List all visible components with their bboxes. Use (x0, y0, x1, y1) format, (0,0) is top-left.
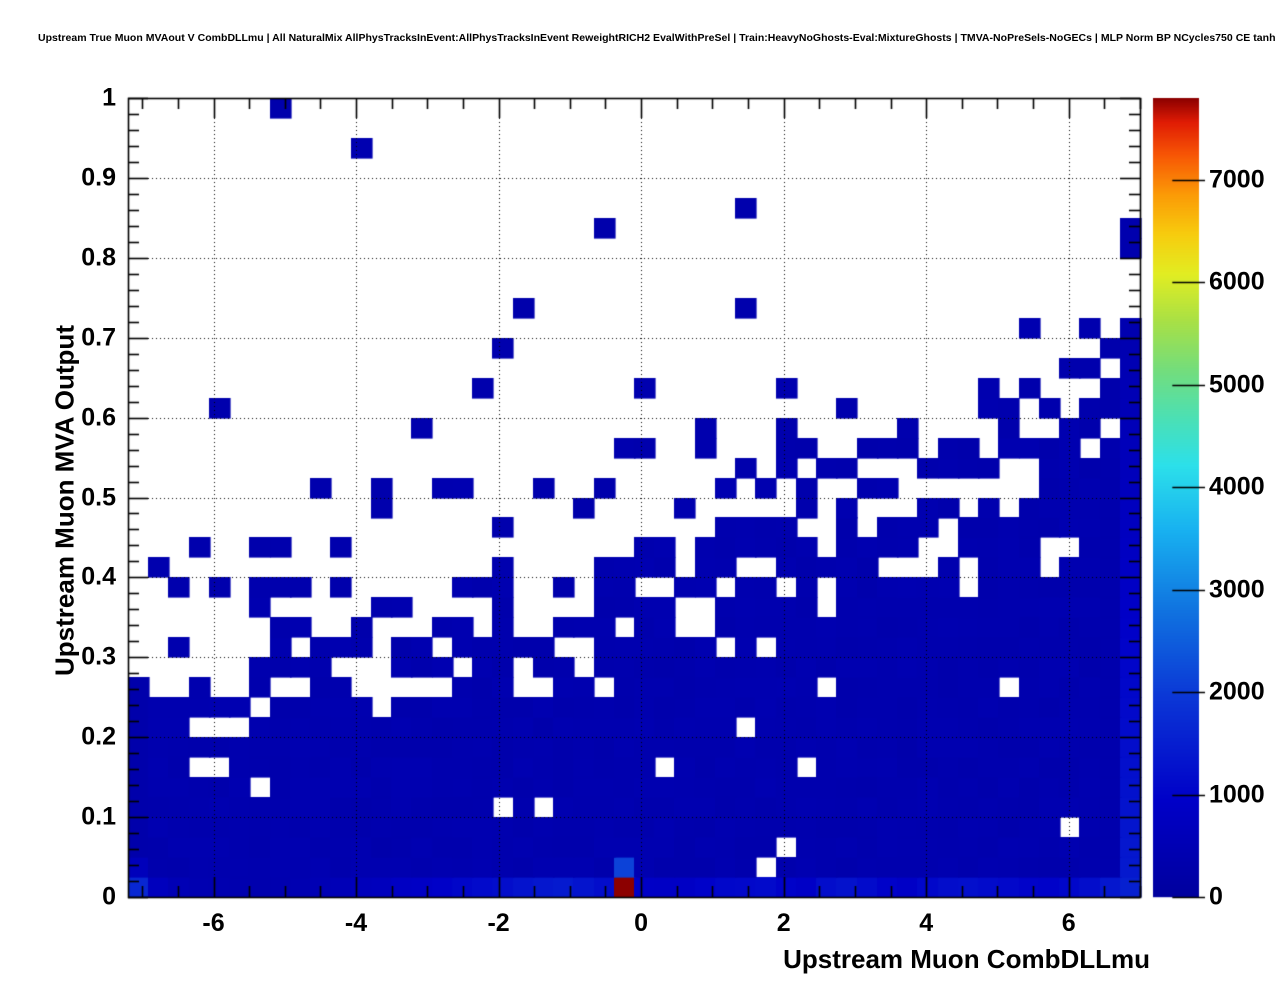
colorbar-tick-label: 1000 (1209, 780, 1265, 809)
y-tick-label: 0.3 (81, 642, 116, 671)
colorbar-tick-label: 7000 (1209, 165, 1265, 194)
x-tick-label: -2 (487, 909, 510, 937)
colorbar-tick-label: 3000 (1209, 575, 1265, 604)
colorbar-tick-label: 0 (1209, 882, 1223, 911)
colorbar-tick-label: 5000 (1209, 370, 1265, 399)
y-tick-label: 1 (102, 83, 116, 112)
y-tick-label: 0 (102, 882, 116, 911)
x-tick-label: 0 (634, 909, 649, 937)
x-axis-title: Upstream Muon CombDLLmu (783, 944, 1150, 974)
y-tick-label: 0.7 (81, 323, 116, 352)
y-tick-label: 0.2 (81, 722, 116, 751)
y-tick-label: 0.1 (81, 802, 116, 831)
y-tick-label: 0.5 (81, 483, 116, 511)
y-tick-label: 0.4 (81, 562, 116, 591)
colorbar-tick-label: 2000 (1209, 677, 1265, 706)
colorbar-tick-label: 4000 (1209, 472, 1265, 501)
y-tick-label: 0.6 (81, 403, 116, 432)
colorbar-tick-label: 6000 (1209, 267, 1265, 296)
x-tick-label: 4 (919, 909, 934, 937)
y-tick-label: 0.8 (81, 243, 116, 272)
x-tick-label: -6 (202, 909, 225, 937)
x-tick-label: 2 (776, 909, 791, 937)
y-tick-label: 0.9 (81, 163, 116, 192)
x-tick-label: 6 (1061, 909, 1076, 937)
x-tick-label: -4 (344, 909, 368, 937)
